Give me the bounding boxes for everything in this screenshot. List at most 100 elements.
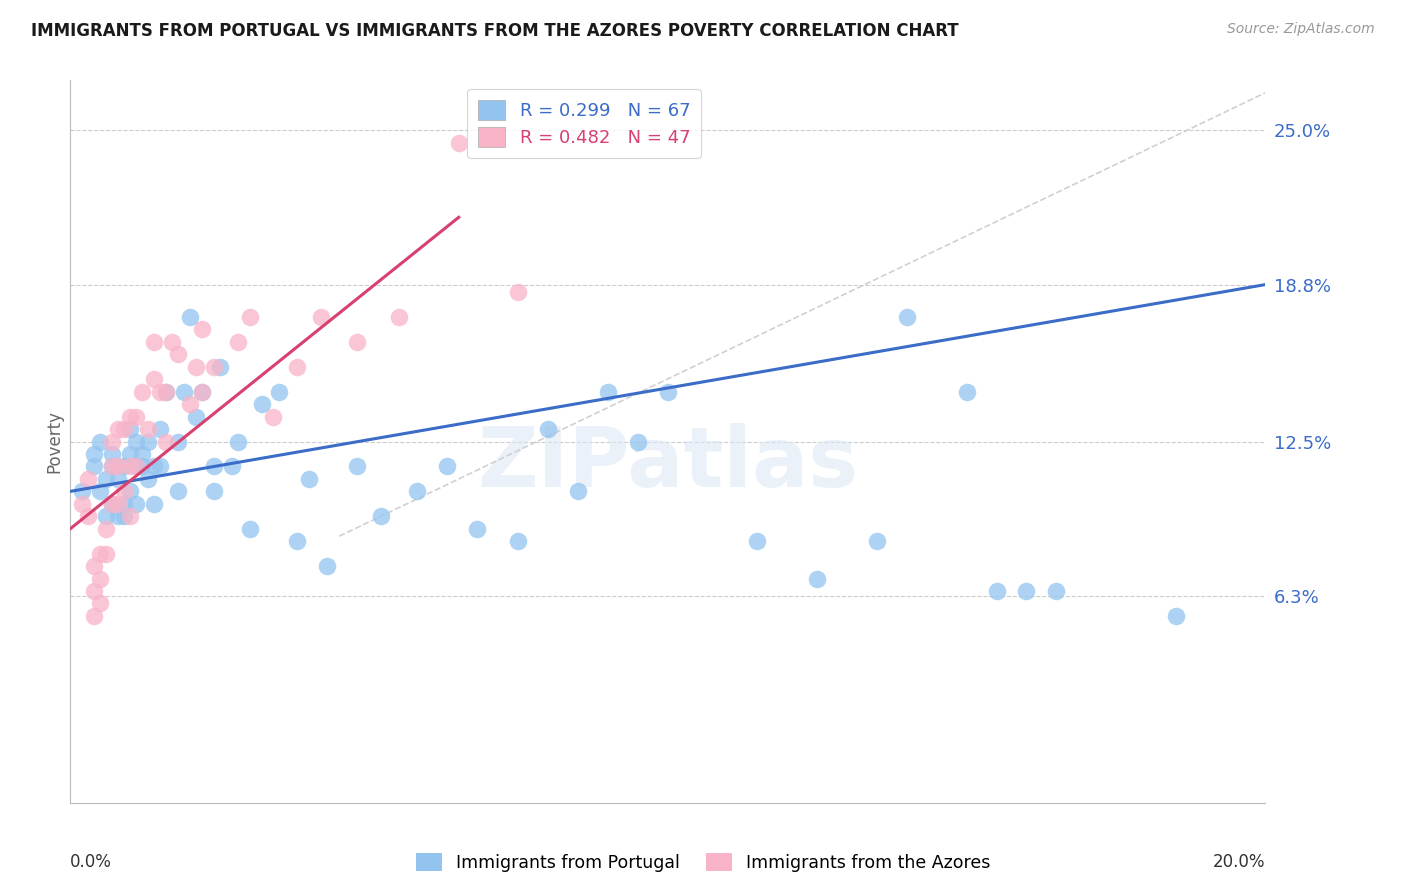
Point — [567, 484, 589, 499]
Point — [89, 597, 111, 611]
Point — [107, 497, 129, 511]
Point — [96, 522, 118, 536]
Point — [143, 372, 166, 386]
Point — [120, 484, 141, 499]
Point — [143, 334, 166, 349]
Text: 0.0%: 0.0% — [70, 854, 112, 871]
Point — [202, 359, 225, 374]
Point — [120, 509, 141, 524]
Point — [866, 534, 889, 549]
Point — [406, 484, 429, 499]
Point — [107, 509, 129, 524]
Point — [101, 447, 124, 461]
Point — [298, 472, 321, 486]
Point — [112, 459, 135, 474]
Point — [77, 472, 100, 486]
Point — [287, 359, 309, 374]
Point — [125, 459, 148, 474]
Point — [221, 459, 243, 474]
Point — [96, 509, 118, 524]
Point — [166, 484, 188, 499]
Point — [508, 534, 530, 549]
Point — [131, 384, 153, 399]
Y-axis label: Poverty: Poverty — [45, 410, 63, 473]
Point — [101, 497, 124, 511]
Point — [346, 459, 368, 474]
Point — [136, 422, 159, 436]
Point — [208, 359, 231, 374]
Point — [155, 434, 177, 449]
Text: IMMIGRANTS FROM PORTUGAL VS IMMIGRANTS FROM THE AZORES POVERTY CORRELATION CHART: IMMIGRANTS FROM PORTUGAL VS IMMIGRANTS F… — [31, 22, 959, 40]
Point — [346, 334, 368, 349]
Text: Source: ZipAtlas.com: Source: ZipAtlas.com — [1227, 22, 1375, 37]
Point — [70, 484, 93, 499]
Point — [77, 509, 100, 524]
Point — [627, 434, 650, 449]
Point — [166, 434, 188, 449]
Point — [239, 310, 262, 324]
Point — [112, 484, 135, 499]
Point — [155, 384, 177, 399]
Point — [191, 384, 214, 399]
Point — [120, 459, 141, 474]
Point — [101, 459, 124, 474]
Point — [316, 559, 339, 574]
Point — [287, 534, 309, 549]
Legend: Immigrants from Portugal, Immigrants from the Azores: Immigrants from Portugal, Immigrants fro… — [409, 847, 997, 879]
Point — [986, 584, 1008, 599]
Point — [202, 459, 225, 474]
Point — [184, 359, 207, 374]
Point — [107, 422, 129, 436]
Legend: R = 0.299   N = 67, R = 0.482   N = 47: R = 0.299 N = 67, R = 0.482 N = 47 — [467, 89, 702, 158]
Point — [263, 409, 285, 424]
Point — [120, 422, 141, 436]
Point — [537, 422, 560, 436]
Point — [155, 384, 177, 399]
Point — [149, 422, 172, 436]
Point — [269, 384, 291, 399]
Point — [83, 459, 105, 474]
Point — [89, 484, 111, 499]
Point — [101, 497, 124, 511]
Point — [436, 459, 458, 474]
Point — [101, 434, 124, 449]
Point — [657, 384, 679, 399]
Point — [447, 136, 470, 150]
Point — [131, 459, 153, 474]
Point — [107, 459, 129, 474]
Point — [166, 347, 188, 361]
Point — [465, 522, 488, 536]
Point — [125, 497, 148, 511]
Point — [508, 285, 530, 299]
Point — [120, 409, 141, 424]
Point — [173, 384, 195, 399]
Point — [89, 547, 111, 561]
Point — [1015, 584, 1038, 599]
Point — [112, 422, 135, 436]
Point — [226, 334, 249, 349]
Point — [143, 459, 166, 474]
Point — [136, 434, 159, 449]
Point — [1164, 609, 1187, 624]
Point — [896, 310, 918, 324]
Point — [101, 459, 124, 474]
Point — [131, 447, 153, 461]
Point — [89, 572, 111, 586]
Point — [149, 459, 172, 474]
Point — [598, 384, 620, 399]
Point — [179, 310, 201, 324]
Text: ZIPatlas: ZIPatlas — [478, 423, 858, 504]
Point — [83, 609, 105, 624]
Point — [747, 534, 769, 549]
Point — [70, 497, 93, 511]
Point — [184, 409, 207, 424]
Point — [83, 447, 105, 461]
Point — [149, 384, 172, 399]
Point — [107, 472, 129, 486]
Point — [136, 472, 159, 486]
Point — [96, 547, 118, 561]
Point — [89, 434, 111, 449]
Point — [125, 434, 148, 449]
Point — [143, 497, 166, 511]
Point — [311, 310, 333, 324]
